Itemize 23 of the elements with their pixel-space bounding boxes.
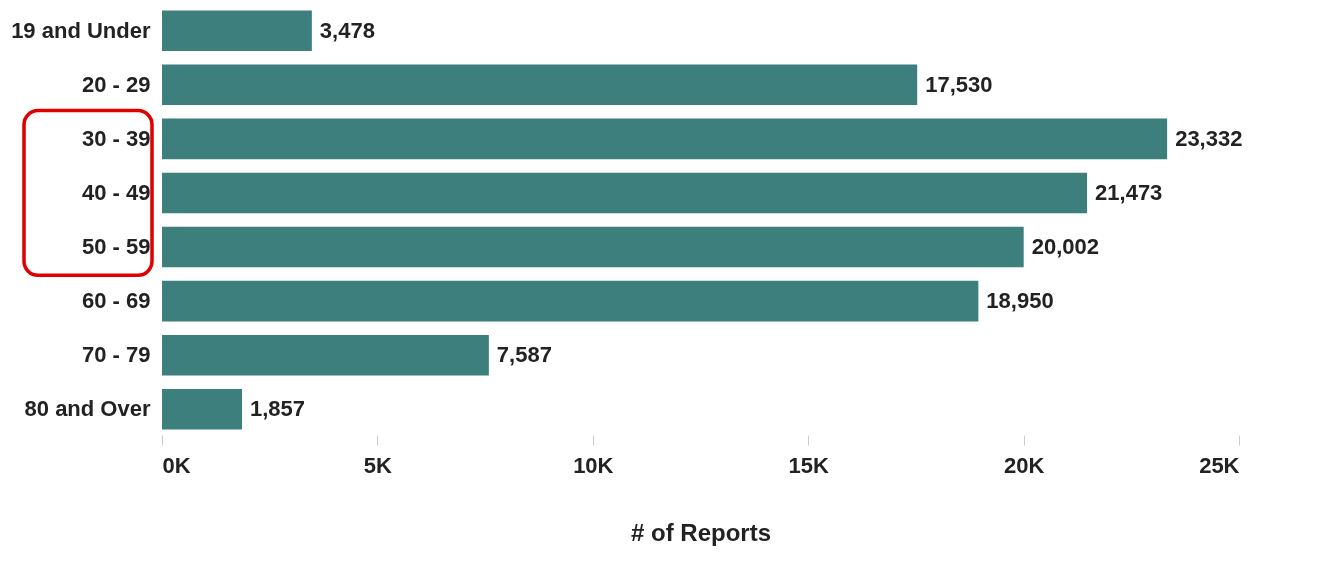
data-label: 21,473 xyxy=(1095,179,1163,205)
y-tick-label: 60 - 69 xyxy=(82,288,151,314)
y-tick-label: 40 - 49 xyxy=(82,179,151,205)
x-tick-label: 25K xyxy=(1199,452,1240,478)
data-label: 3,478 xyxy=(319,17,375,43)
data-label: 18,950 xyxy=(986,288,1054,314)
y-tick-label: 30 - 39 xyxy=(82,125,151,151)
x-tick-label: 15K xyxy=(788,452,829,478)
y-tick-label: 20 - 29 xyxy=(82,71,151,97)
data-label: 7,587 xyxy=(496,342,552,368)
x-tick-label: 0K xyxy=(162,452,191,478)
data-label: 23,332 xyxy=(1175,125,1243,151)
y-tick-label: 50 - 59 xyxy=(82,234,151,260)
data-label: 20,002 xyxy=(1031,234,1099,260)
x-axis-title: # of Reports xyxy=(630,518,772,546)
data-label: 17,530 xyxy=(925,71,993,97)
x-tick-label: 10K xyxy=(573,452,614,478)
y-tick-label: 70 - 79 xyxy=(82,342,151,368)
y-tick-label: 19 and Under xyxy=(11,17,151,43)
x-tick-label: 5K xyxy=(363,452,393,478)
y-tick-label: 80 and Over xyxy=(24,396,151,422)
data-label: 1,857 xyxy=(250,396,306,422)
x-tick-label: 20K xyxy=(1003,452,1045,478)
